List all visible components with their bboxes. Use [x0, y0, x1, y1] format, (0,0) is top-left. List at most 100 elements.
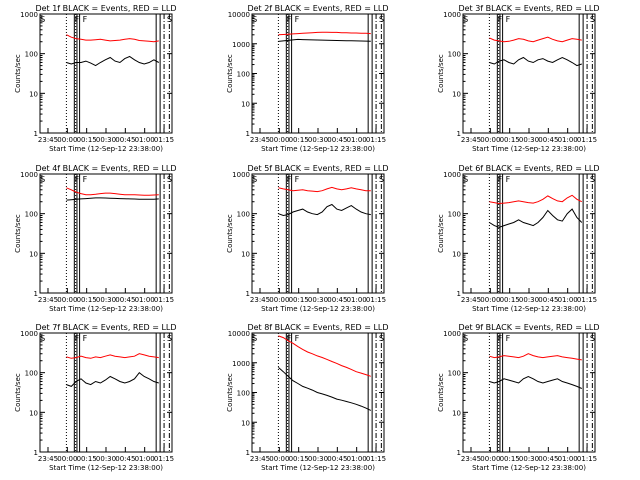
plot-frame — [462, 332, 596, 453]
y-tick-label: 1000 — [443, 330, 461, 338]
x-tick-label: 23:45 — [38, 296, 58, 304]
lld-series-line — [66, 353, 159, 359]
x-tick-label: 01:00 — [558, 455, 578, 463]
x-tick-label: 00:45 — [538, 136, 558, 144]
marker-label: F — [83, 15, 88, 24]
events-series-line — [489, 375, 582, 389]
plot-frame — [39, 13, 173, 134]
x-tick-label: 01:15 — [154, 455, 174, 463]
y-tick-label: 100 — [448, 370, 461, 378]
x-tick-label: 00:30 — [308, 455, 328, 463]
x-tick-label: 01:00 — [135, 136, 155, 144]
panel-1: Det 1f BLACK = Events, RED = LLD 1 10 100 10… — [14, 4, 177, 153]
plot-frame — [251, 13, 385, 134]
x-tick-label: 00:45 — [538, 296, 558, 304]
events-series-line — [489, 56, 582, 67]
y-tick-label: 10 — [29, 250, 38, 258]
y-tick-label: 1000 — [232, 171, 250, 179]
marker-label: F — [295, 175, 300, 184]
plot-frame — [39, 332, 173, 453]
x-tick-label: 00:00 — [57, 136, 77, 144]
marker-label: F — [75, 334, 80, 343]
x-axis-label: Start Time (12-Sep-12 23:38:00) — [49, 145, 163, 153]
y-tick-label: 100 — [237, 211, 250, 219]
x-tick-label: 00:30 — [519, 136, 539, 144]
y-tick-label: 100 — [25, 370, 38, 378]
x-tick-label: 00:15 — [289, 455, 309, 463]
marker-label: F — [295, 15, 300, 24]
x-axis-label: Start Time (12-Sep-12 23:38:00) — [472, 464, 586, 472]
x-tick-label: 00:45 — [327, 455, 347, 463]
y-tick-label: 10 — [452, 90, 461, 98]
marker-label: S — [379, 15, 384, 24]
y-tick-label: 10 — [29, 409, 38, 417]
panel-6: Det 6f BLACK = Events, RED = LLD 1 10 100 10… — [437, 164, 600, 313]
y-tick-label: 10000 — [228, 330, 250, 338]
y-axis-label: Counts/sec — [437, 54, 445, 93]
x-axis-label: Start Time (12-Sep-12 23:38:00) — [261, 305, 375, 313]
y-tick-label: 1 — [34, 449, 38, 457]
panel-title: Det 9f BLACK = Events, RED = LLD — [458, 323, 599, 332]
plot-frame — [462, 173, 596, 294]
marker-label: F — [506, 175, 511, 184]
marker-label: F — [83, 175, 88, 184]
panel-9: Det 9f BLACK = Events, RED = LLD 1 10 100 10… — [437, 323, 600, 472]
x-tick-label: 00:45 — [538, 455, 558, 463]
marker-label: F — [506, 15, 511, 24]
y-tick-label: 100 — [448, 51, 461, 59]
panel-title: Det 4f BLACK = Events, RED = LLD — [35, 164, 176, 173]
y-tick-label: 1 — [457, 449, 461, 457]
x-tick-label: 00:00 — [269, 296, 289, 304]
x-tick-label: 01:00 — [558, 296, 578, 304]
marker-label: S — [252, 175, 257, 184]
marker-label: F — [75, 15, 80, 24]
marker-label: S — [167, 175, 172, 184]
lld-series-line — [278, 186, 371, 193]
y-axis-label: Counts/sec — [14, 373, 22, 412]
panel-title: Det 6f BLACK = Events, RED = LLD — [458, 164, 599, 173]
lld-series-line — [489, 353, 582, 361]
y-axis-label: Counts/sec — [226, 214, 234, 253]
plot-frame — [462, 13, 596, 134]
x-tick-label: 00:30 — [519, 455, 539, 463]
x-tick-label: 00:30 — [96, 455, 116, 463]
x-tick-label: 00:00 — [480, 455, 500, 463]
y-tick-label: 10 — [241, 250, 250, 258]
y-tick-label: 100 — [237, 390, 250, 398]
y-tick-label: 1 — [457, 290, 461, 298]
y-tick-label: 1000 — [20, 171, 38, 179]
x-tick-label: 00:00 — [480, 136, 500, 144]
y-tick-label: 1 — [457, 130, 461, 138]
marker-label: F — [287, 175, 292, 184]
y-tick-label: 1000 — [232, 41, 250, 49]
x-tick-label: 01:00 — [347, 296, 367, 304]
y-tick-label: 1000 — [20, 330, 38, 338]
marker-label: F — [75, 175, 80, 184]
x-axis-label: Start Time (12-Sep-12 23:38:00) — [49, 305, 163, 313]
x-tick-label: 00:30 — [308, 136, 328, 144]
x-tick-label: 01:15 — [154, 296, 174, 304]
y-tick-label: 1000 — [232, 360, 250, 368]
x-tick-label: 00:45 — [115, 296, 135, 304]
x-tick-label: 00:15 — [289, 136, 309, 144]
x-tick-label: 01:00 — [347, 136, 367, 144]
x-tick-label: 00:30 — [96, 296, 116, 304]
x-tick-label: 01:15 — [366, 136, 386, 144]
x-tick-label: 01:15 — [366, 455, 386, 463]
marker-label: S — [590, 15, 595, 24]
panel-title: Det 3f BLACK = Events, RED = LLD — [458, 4, 599, 13]
y-tick-label: 1 — [34, 290, 38, 298]
x-tick-label: 01:00 — [347, 455, 367, 463]
marker-label: S — [167, 334, 172, 343]
marker-label: S — [463, 175, 468, 184]
marker-label: S — [252, 334, 257, 343]
y-tick-label: 100 — [237, 71, 250, 79]
marker-label: S — [590, 175, 595, 184]
y-axis-label: Counts/sec — [437, 214, 445, 253]
y-axis-label: Counts/sec — [437, 373, 445, 412]
panel-8: Det 8f BLACK = Events, RED = LLD 1 10 100 10… — [226, 323, 389, 472]
x-axis-label: Start Time (12-Sep-12 23:38:00) — [261, 145, 375, 153]
panel-title: Det 8f BLACK = Events, RED = LLD — [247, 323, 388, 332]
x-tick-label: 00:00 — [269, 136, 289, 144]
